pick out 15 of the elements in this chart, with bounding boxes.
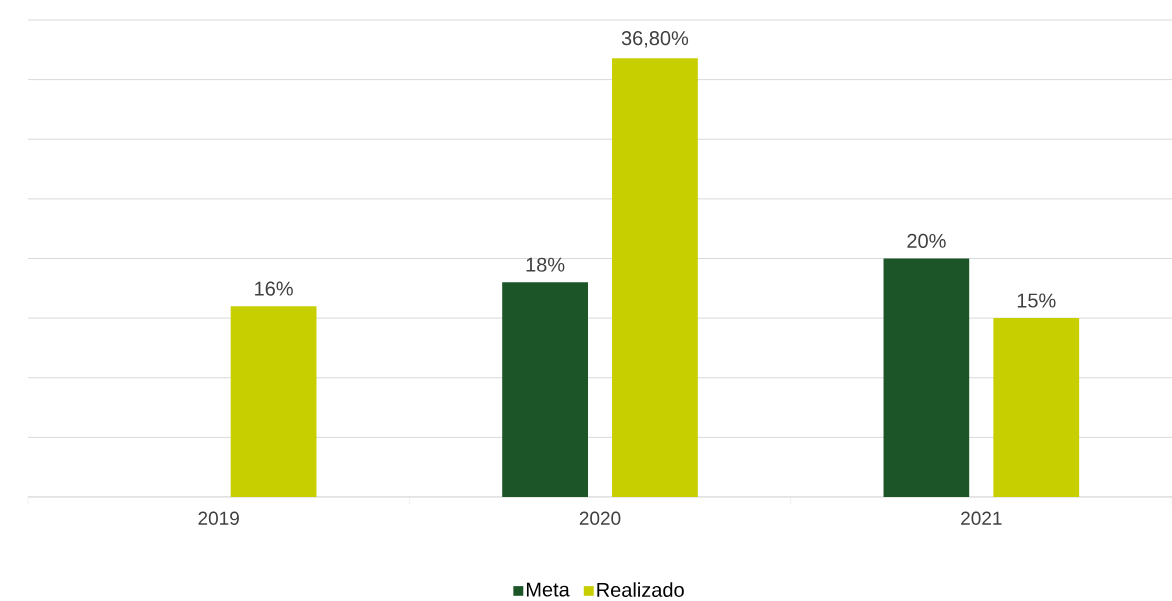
x-tick-label: 2020 xyxy=(579,511,621,525)
bar xyxy=(612,58,698,497)
legend-label: Meta xyxy=(526,582,570,597)
legend-label: Realizado xyxy=(597,582,684,597)
data-label: 16% xyxy=(255,281,293,296)
data-label: 36,80% xyxy=(621,31,689,48)
x-tick-label: 2021 xyxy=(961,511,1002,525)
bar xyxy=(993,318,1080,497)
data-label: 15% xyxy=(1017,293,1056,308)
bar xyxy=(230,306,317,497)
data-label: 20% xyxy=(907,233,946,248)
x-tick-label: 2019 xyxy=(198,511,239,525)
bar xyxy=(502,282,588,497)
data-label: 18% xyxy=(526,257,565,272)
bar xyxy=(883,258,970,497)
